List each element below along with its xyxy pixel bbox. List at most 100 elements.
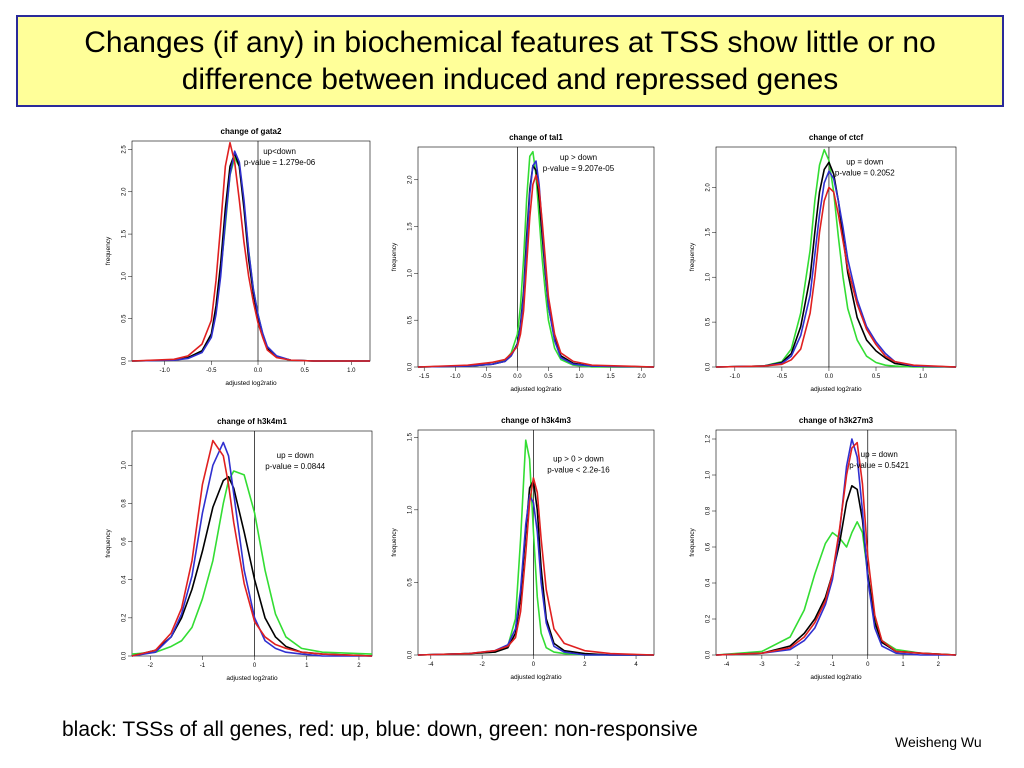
x-axis-label: adjusted log2ratio xyxy=(226,675,278,682)
slide-title: Changes (if any) in biochemical features… xyxy=(16,15,1004,107)
p-value-annotation: up > 0 > down xyxy=(553,455,604,464)
x-tick-label: 4 xyxy=(634,662,638,668)
x-tick-label: -2 xyxy=(479,662,485,668)
x-tick-label: -0.5 xyxy=(481,374,492,380)
p-value-annotation: up<down xyxy=(263,147,296,156)
panel-title: change of h3k27m3 xyxy=(799,416,874,425)
x-tick-label: -4 xyxy=(724,662,730,668)
y-tick-label: 0.0 xyxy=(706,650,712,659)
y-tick-label: 0.0 xyxy=(122,356,128,365)
p-value-annotation: p-value = 0.0844 xyxy=(265,462,325,471)
y-axis-label: frequency xyxy=(105,528,112,557)
y-tick-label: 2.0 xyxy=(122,187,128,196)
x-tick-label: 1 xyxy=(901,662,905,668)
x-tick-label: -1 xyxy=(830,662,836,668)
y-tick-label: 0.4 xyxy=(122,575,128,584)
p-value-annotation: up = down xyxy=(861,450,898,459)
y-tick-label: 0.6 xyxy=(706,542,712,551)
p-value-annotation: p-value = 0.2052 xyxy=(835,169,895,178)
density-curve-up xyxy=(417,174,655,368)
x-tick-label: 0.5 xyxy=(544,374,553,380)
density-curve-all xyxy=(715,161,957,368)
x-tick-label: -1.0 xyxy=(450,374,461,380)
density-panel: change of tal1 -1.5 -1.0 -0.5 0.0 0.5 1.0 1.5 2.… xyxy=(391,133,655,393)
y-tick-label: 0.5 xyxy=(706,317,712,326)
x-tick-label: 1.0 xyxy=(575,374,584,380)
x-tick-label: 0 xyxy=(532,662,536,668)
density-curve-down xyxy=(715,438,956,656)
y-tick-label: 1.5 xyxy=(706,227,712,236)
legend-caption: black: TSSs of all genes, red: up, blue:… xyxy=(62,718,698,741)
x-tick-label: -1.0 xyxy=(730,374,741,380)
y-axis-label: frequency xyxy=(391,242,398,271)
y-tick-label: 0.8 xyxy=(706,506,712,515)
y-tick-label: 2.0 xyxy=(408,175,414,184)
x-tick-label: -1.5 xyxy=(419,374,430,380)
x-tick-label: -1 xyxy=(200,663,206,669)
x-tick-label: -0.5 xyxy=(206,368,217,374)
density-plots-svg: change of gata2 -1.0 -0.5 0.0 0.5 1.0 0.0 0.5 1.… xyxy=(105,127,957,682)
panel-title: change of h3k4m1 xyxy=(217,417,287,426)
y-tick-label: 0.5 xyxy=(408,578,414,587)
panel-title: change of ctcf xyxy=(809,133,864,142)
y-tick-label: 1.5 xyxy=(122,229,128,238)
x-axis-label: adjusted log2ratio xyxy=(810,386,862,393)
plot-frame xyxy=(715,429,957,656)
y-axis-label: frequency xyxy=(105,236,112,265)
density-curve-down xyxy=(417,160,655,368)
density-curve-all xyxy=(131,475,373,657)
y-tick-label: 2.0 xyxy=(706,183,712,192)
y-axis-label: frequency xyxy=(391,527,398,556)
p-value-annotation: up = down xyxy=(277,451,314,460)
x-tick-label: 2 xyxy=(937,662,941,668)
y-axis-label: frequency xyxy=(689,527,696,556)
x-tick-label: 1 xyxy=(305,663,309,669)
y-tick-label: 1.5 xyxy=(408,432,414,441)
plot-frame xyxy=(417,146,655,368)
y-tick-label: 1.0 xyxy=(706,470,712,479)
density-curve-up xyxy=(715,186,957,368)
density-curve-all xyxy=(131,152,370,362)
density-panel: change of gata2 -1.0 -0.5 0.0 0.5 1.0 0.0 0.5 1.… xyxy=(105,127,371,387)
x-tick-label: 0.0 xyxy=(825,374,834,380)
y-tick-label: 0.6 xyxy=(122,537,128,546)
y-tick-label: 0.4 xyxy=(706,578,712,587)
y-tick-label: 0.5 xyxy=(408,315,414,324)
x-tick-label: 0 xyxy=(253,663,257,669)
plot-frame xyxy=(417,429,655,656)
density-curve-non-responsive xyxy=(131,157,370,362)
p-value-annotation: p-value = 1.279e-06 xyxy=(244,158,316,167)
density-curve-all xyxy=(715,485,957,656)
y-tick-label: 1.0 xyxy=(408,505,414,514)
density-curve-non-responsive xyxy=(715,148,956,368)
y-tick-label: 0.2 xyxy=(706,614,712,623)
density-curve-non-responsive xyxy=(417,439,654,656)
p-value-annotation: up = down xyxy=(846,158,883,167)
x-axis-label: adjusted log2ratio xyxy=(225,380,277,387)
x-tick-label: -2 xyxy=(795,662,801,668)
x-axis-label: adjusted log2ratio xyxy=(510,674,562,681)
y-tick-label: 1.2 xyxy=(706,434,712,443)
density-curve-down xyxy=(417,494,654,656)
x-tick-label: 0 xyxy=(866,662,870,668)
density-curve-non-responsive xyxy=(715,521,957,656)
density-panel: change of ctcf -1.0 -0.5 0.0 0.5 1.0 0.0 0.5 1.0… xyxy=(689,133,957,393)
x-tick-label: 0.5 xyxy=(872,374,881,380)
x-tick-label: 0.0 xyxy=(513,374,522,380)
panel-title: change of tal1 xyxy=(509,133,563,142)
density-panel: change of h3k4m3 -4 -2 0 2 4 0.0 0.5 1.0 1.5 adjus… xyxy=(391,416,655,681)
y-tick-label: 1.5 xyxy=(408,222,414,231)
y-tick-label: 0.8 xyxy=(122,499,128,508)
density-curve-non-responsive xyxy=(131,470,373,655)
plot-frame xyxy=(131,430,373,657)
y-tick-label: 1.0 xyxy=(706,272,712,281)
x-tick-label: 0.5 xyxy=(300,368,309,374)
panel-title: change of gata2 xyxy=(221,127,282,136)
density-curve-down xyxy=(131,150,370,362)
y-tick-label: 1.0 xyxy=(122,460,128,469)
x-tick-label: -0.5 xyxy=(777,374,788,380)
p-value-annotation: p-value = 9.207e-05 xyxy=(543,164,615,173)
density-panels: change of gata2 -1.0 -0.5 0.0 0.5 1.0 0.0 0.5 1.… xyxy=(96,110,966,700)
y-tick-label: 0.0 xyxy=(706,362,712,371)
density-curve-up xyxy=(715,441,957,656)
